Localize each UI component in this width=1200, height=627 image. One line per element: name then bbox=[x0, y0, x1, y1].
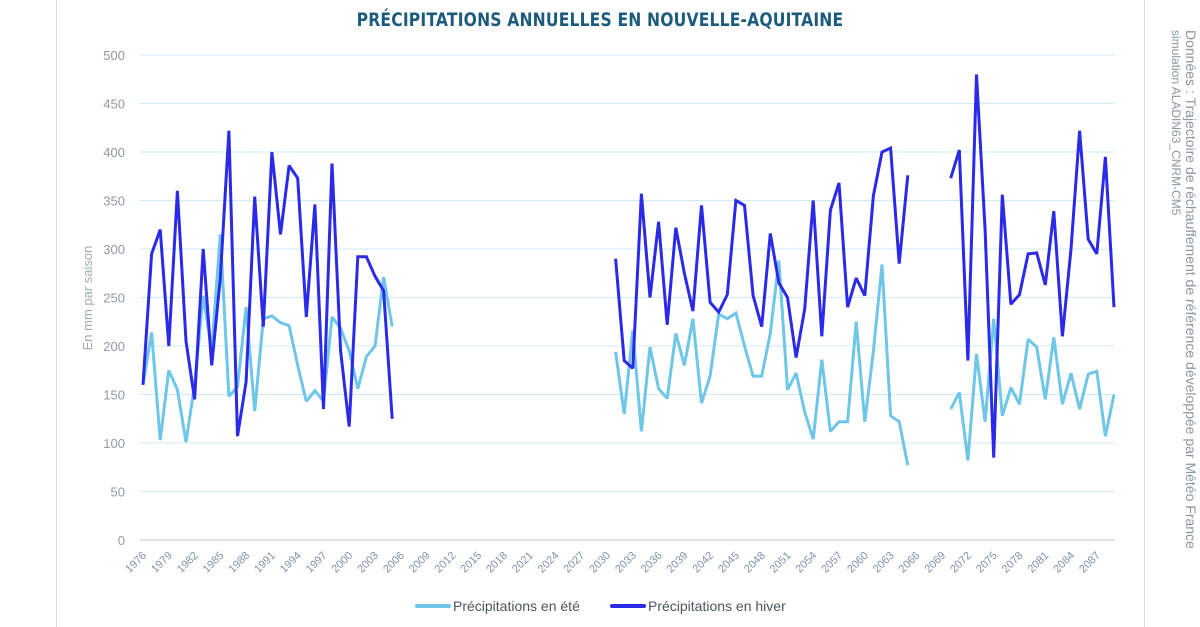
y-tick-label: 100 bbox=[103, 436, 125, 451]
x-tick-label: 1982 bbox=[175, 550, 201, 576]
x-tick-label: 2000 bbox=[330, 550, 356, 576]
y-axis-label: En mm par saison bbox=[80, 246, 95, 351]
y-tick-label: 250 bbox=[103, 291, 125, 306]
y-tick-label: 50 bbox=[111, 485, 125, 500]
y-tick-label: 300 bbox=[103, 242, 125, 257]
source-line-1: Données : Trajectoire de réchauffement d… bbox=[1183, 30, 1199, 549]
x-tick-label: 2024 bbox=[536, 550, 562, 576]
right-border bbox=[1144, 0, 1145, 627]
x-tick-label: 2009 bbox=[407, 550, 433, 576]
x-tick-label: 2015 bbox=[458, 550, 484, 576]
series-ete bbox=[141, 234, 1116, 466]
x-tick-label: 2018 bbox=[484, 550, 510, 576]
x-tick-label: 1985 bbox=[201, 550, 227, 576]
x-tick-label: 2036 bbox=[639, 550, 665, 576]
x-tick-label: 2012 bbox=[433, 550, 459, 576]
x-tick-label: 2084 bbox=[1051, 550, 1077, 576]
series-line-segment bbox=[614, 145, 910, 370]
series-lines bbox=[141, 74, 1116, 466]
x-tick-label: 2051 bbox=[768, 550, 794, 576]
x-tick-label: 1991 bbox=[252, 550, 278, 576]
x-tick-label: 2039 bbox=[665, 550, 691, 576]
legend-label-ete: Précipitations en été bbox=[453, 598, 580, 614]
left-border bbox=[56, 0, 57, 627]
series-line-segment bbox=[141, 130, 394, 437]
y-tick-label: 400 bbox=[103, 145, 125, 160]
source-line-2: simulation ALADIN63_CNRM-CM5 bbox=[1169, 30, 1183, 216]
series-hiver bbox=[141, 74, 1116, 458]
gridlines bbox=[140, 54, 1115, 541]
y-tick-label: 150 bbox=[103, 388, 125, 403]
x-axis-ticks: 1976 1979 1982 1985 1988 1991 1994 1997 2000 2003… bbox=[123, 550, 1103, 576]
series-line-segment bbox=[949, 74, 1116, 458]
x-tick-label: 2069 bbox=[922, 550, 948, 576]
x-tick-label: 1997 bbox=[304, 550, 330, 576]
legend-swatch-hiver bbox=[610, 604, 646, 608]
x-tick-label: 2030 bbox=[587, 550, 613, 576]
x-tick-label: 2078 bbox=[1000, 550, 1026, 576]
legend-label-hiver: Précipitations en hiver bbox=[648, 598, 786, 614]
x-tick-label: 1976 bbox=[123, 550, 149, 576]
y-tick-label: 350 bbox=[103, 194, 125, 209]
x-tick-label: 2060 bbox=[845, 550, 871, 576]
chart-title: PRÉCIPITATIONS ANNUELLES EN NOUVELLE-AQU… bbox=[356, 9, 844, 31]
x-tick-label: 2066 bbox=[897, 550, 923, 576]
x-tick-label: 1988 bbox=[226, 550, 252, 576]
x-tick-label: 2006 bbox=[381, 550, 407, 576]
x-tick-label: 2087 bbox=[1077, 550, 1103, 576]
y-tick-label: 200 bbox=[103, 339, 125, 354]
x-tick-label: 2045 bbox=[716, 550, 742, 576]
y-axis-ticks: 0 50 100 150 200 250 300 350 400 450 500 bbox=[103, 48, 125, 548]
x-tick-label: 2048 bbox=[742, 550, 768, 576]
x-tick-label: 2075 bbox=[974, 550, 1000, 576]
x-tick-label: 2063 bbox=[871, 550, 897, 576]
x-tick-label: 2027 bbox=[562, 550, 588, 576]
x-tick-label: 1979 bbox=[149, 550, 175, 576]
series-line-segment bbox=[141, 234, 394, 443]
legend-item-hiver[interactable]: Précipitations en hiver bbox=[610, 598, 786, 614]
y-tick-label: 0 bbox=[118, 533, 125, 548]
legend-item-ete[interactable]: Précipitations en été bbox=[415, 598, 580, 614]
x-tick-label: 2054 bbox=[794, 550, 820, 576]
x-tick-label: 2042 bbox=[690, 550, 716, 576]
source-note: Données : Trajectoire de réchauffement d… bbox=[1150, 30, 1199, 595]
x-tick-label: 2003 bbox=[355, 550, 381, 576]
x-tick-label: 2033 bbox=[613, 550, 639, 576]
x-tick-label: 2021 bbox=[510, 550, 536, 576]
y-tick-label: 500 bbox=[103, 48, 125, 63]
x-tick-label: 2057 bbox=[819, 550, 845, 576]
legend: Précipitations en été Précipitations en … bbox=[0, 598, 1200, 622]
y-tick-label: 450 bbox=[103, 97, 125, 112]
x-tick-label: 2072 bbox=[948, 550, 974, 576]
x-tick-label: 2081 bbox=[1026, 550, 1052, 576]
x-tick-label: 1994 bbox=[278, 550, 304, 576]
legend-swatch-ete bbox=[415, 604, 451, 608]
series-line-segment bbox=[949, 318, 1116, 461]
